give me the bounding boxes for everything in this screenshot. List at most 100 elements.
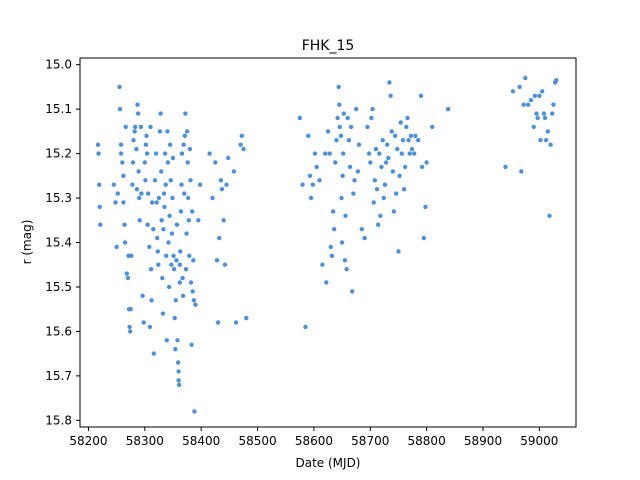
- data-point: [550, 111, 555, 116]
- data-point: [377, 151, 382, 156]
- x-tick-label: 58700: [351, 434, 389, 448]
- data-point: [345, 115, 350, 121]
- data-point: [171, 267, 177, 272]
- x-axis-label: Date (MJD): [296, 456, 361, 470]
- data-point: [147, 244, 152, 250]
- data-point: [151, 351, 156, 356]
- data-point: [184, 129, 190, 134]
- data-point: [172, 315, 177, 321]
- data-point: [421, 235, 426, 241]
- data-point: [178, 209, 184, 214]
- data-point: [244, 315, 249, 321]
- data-point: [519, 169, 524, 174]
- data-point: [215, 320, 221, 325]
- data-point: [121, 200, 126, 205]
- data-point: [297, 115, 302, 121]
- data-point: [335, 115, 340, 121]
- data-point: [189, 342, 194, 347]
- data-point: [207, 151, 212, 156]
- data-point: [163, 182, 168, 187]
- data-point: [138, 124, 144, 130]
- y-tick-label: 15.4: [45, 236, 72, 250]
- data-point: [371, 200, 376, 205]
- x-tick-label: 58400: [182, 434, 220, 448]
- data-point: [356, 142, 362, 147]
- data-point: [156, 262, 161, 267]
- data-point: [323, 151, 328, 156]
- data-point: [155, 249, 160, 254]
- data-point: [424, 160, 429, 165]
- data-point: [416, 138, 421, 143]
- data-point: [133, 124, 138, 130]
- data-point: [398, 120, 403, 125]
- data-point: [196, 218, 201, 223]
- data-point: [176, 378, 181, 383]
- data-point: [329, 253, 335, 258]
- data-point: [190, 289, 195, 294]
- data-point: [162, 204, 167, 210]
- data-point: [370, 106, 375, 112]
- data-point: [541, 111, 547, 116]
- y-axis-ticks: 15.0 15.1 15.2 15.3 15.4 15.5 15.6 15.7 15.8: [45, 58, 80, 427]
- data-point: [391, 209, 397, 214]
- data-point: [400, 138, 406, 143]
- data-point: [397, 173, 402, 178]
- data-point: [182, 133, 187, 138]
- x-tick-label: 58200: [69, 434, 107, 448]
- data-point: [412, 151, 417, 156]
- data-point: [343, 213, 348, 218]
- data-point: [122, 240, 128, 245]
- data-point: [187, 146, 193, 152]
- data-point: [137, 195, 142, 201]
- data-point: [365, 124, 370, 130]
- data-point: [168, 142, 173, 147]
- data-point: [379, 164, 384, 170]
- data-point: [409, 146, 415, 152]
- y-tick-label: 15.7: [45, 369, 72, 383]
- data-point: [176, 369, 181, 374]
- data-point: [317, 178, 322, 183]
- data-point: [430, 124, 435, 130]
- data-point: [191, 298, 197, 303]
- data-point: [510, 89, 516, 94]
- data-point: [191, 258, 196, 263]
- data-point: [337, 102, 342, 107]
- data-point: [224, 182, 229, 187]
- data-point: [193, 302, 198, 307]
- data-point: [445, 106, 451, 112]
- data-point: [404, 124, 409, 130]
- data-point: [423, 204, 428, 210]
- data-point: [144, 133, 149, 138]
- data-point: [528, 98, 534, 103]
- data-point: [143, 178, 148, 183]
- data-point: [334, 138, 339, 143]
- data-point: [142, 160, 147, 165]
- data-point: [531, 124, 536, 130]
- data-point: [186, 218, 191, 223]
- data-point: [130, 182, 135, 187]
- plot-frame: [79, 57, 577, 428]
- data-point: [131, 138, 136, 143]
- data-point: [523, 75, 528, 81]
- data-point: [330, 209, 336, 214]
- data-point: [383, 160, 389, 165]
- data-point: [164, 253, 169, 258]
- data-point: [389, 129, 394, 134]
- data-point: [369, 115, 374, 121]
- data-point: [525, 102, 531, 107]
- data-point: [184, 231, 189, 236]
- data-point: [382, 182, 388, 187]
- data-point: [190, 209, 195, 214]
- data-point: [378, 213, 383, 218]
- data-point: [406, 138, 411, 143]
- data-point: [300, 182, 305, 187]
- data-point: [143, 142, 149, 147]
- data-point: [355, 169, 361, 174]
- data-point: [241, 146, 246, 152]
- data-point: [386, 155, 391, 161]
- data-point: [140, 293, 145, 298]
- data-point: [327, 151, 332, 156]
- data-point: [149, 298, 154, 303]
